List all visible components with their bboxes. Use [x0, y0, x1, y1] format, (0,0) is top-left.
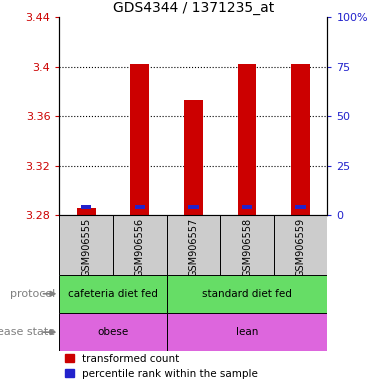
Text: lean: lean — [236, 327, 258, 337]
Text: GSM906556: GSM906556 — [135, 218, 145, 277]
Bar — [242, 205, 252, 209]
Text: cafeteria diet fed: cafeteria diet fed — [68, 289, 158, 299]
Bar — [188, 205, 198, 209]
Bar — [59, 275, 167, 313]
Legend: transformed count, percentile rank within the sample: transformed count, percentile rank withi… — [65, 354, 258, 379]
Bar — [274, 215, 327, 275]
Bar — [167, 215, 220, 275]
Bar — [59, 313, 167, 351]
Text: GSM906555: GSM906555 — [81, 218, 91, 277]
Bar — [296, 205, 306, 209]
Bar — [59, 215, 113, 275]
Bar — [130, 64, 149, 215]
Text: disease state: disease state — [0, 327, 56, 337]
Bar — [135, 205, 145, 209]
Bar — [113, 215, 167, 275]
Bar — [77, 208, 96, 215]
Text: GSM906559: GSM906559 — [296, 218, 306, 277]
Bar — [81, 205, 91, 209]
Bar — [291, 64, 310, 215]
Bar — [167, 313, 327, 351]
Text: GSM906558: GSM906558 — [242, 218, 252, 277]
Bar — [237, 64, 257, 215]
Text: protocol: protocol — [10, 289, 56, 299]
Text: standard diet fed: standard diet fed — [202, 289, 292, 299]
Text: obese: obese — [97, 327, 129, 337]
Bar — [167, 275, 327, 313]
Bar — [184, 100, 203, 215]
Text: GSM906557: GSM906557 — [188, 218, 198, 277]
Title: GDS4344 / 1371235_at: GDS4344 / 1371235_at — [113, 1, 274, 15]
Bar — [220, 215, 274, 275]
